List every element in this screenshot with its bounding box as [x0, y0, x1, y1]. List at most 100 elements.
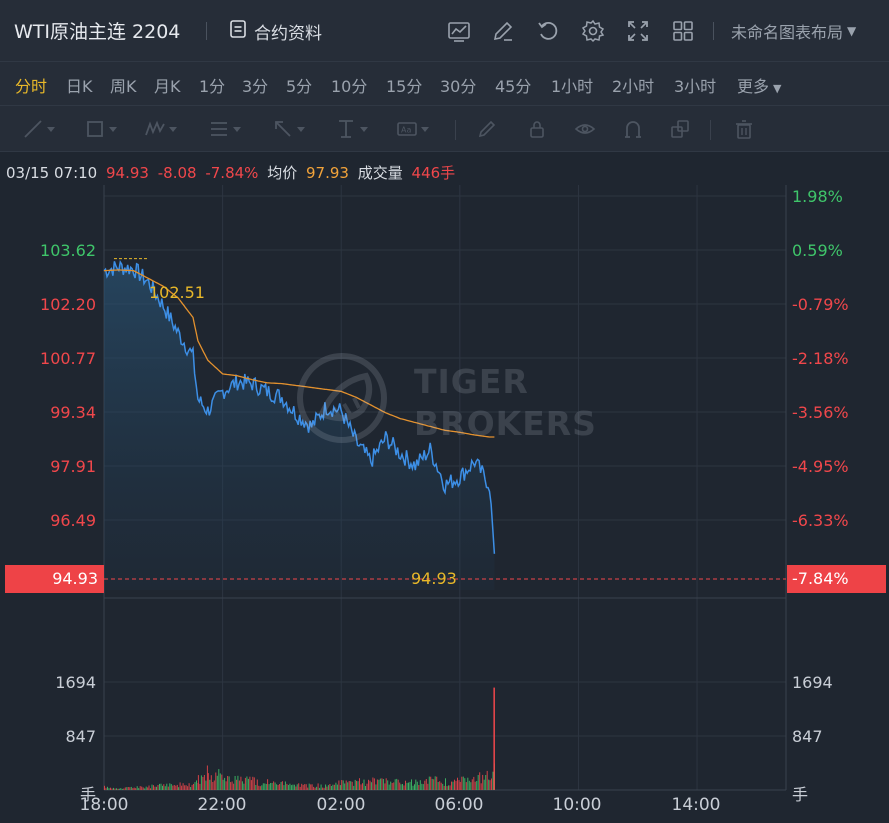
text-box-icon: Aa	[397, 122, 417, 136]
rectangle-tool[interactable]	[84, 117, 117, 141]
fib-tool[interactable]	[208, 117, 241, 141]
arrow-tool[interactable]	[272, 117, 305, 141]
volume-bar	[250, 780, 252, 790]
layout-dropdown[interactable]: 未命名图表布局 ▼	[731, 19, 856, 43]
caret-down-icon: ▼	[847, 24, 857, 38]
volume-bar	[476, 781, 478, 790]
grid-layout-icon[interactable]	[670, 18, 696, 44]
volume-bar	[249, 776, 251, 790]
contract-info-button[interactable]: 合约资料	[228, 19, 322, 44]
volume-bar	[108, 788, 110, 790]
pct-tick: 0.59%	[792, 241, 843, 260]
wave-icon	[145, 120, 165, 136]
avg-price-label: 均价	[267, 164, 298, 182]
period-tab-2h[interactable]: 2小时	[612, 77, 655, 96]
price-range-tool[interactable]	[335, 117, 368, 141]
volume-bar	[402, 784, 403, 790]
time-tick: 06:00	[434, 795, 484, 815]
period-tab-10m[interactable]: 10分	[331, 77, 368, 96]
price-tick: 100.77	[40, 349, 96, 368]
volume-bar	[430, 776, 432, 790]
volume-bar	[400, 784, 402, 790]
volume-bar	[258, 785, 260, 790]
reset-icon[interactable]	[535, 18, 561, 44]
wave-tool[interactable]	[144, 117, 177, 141]
volume-bar	[237, 775, 239, 790]
volume-bar	[464, 778, 466, 790]
contract-title: WTI原油主连 2204	[14, 21, 181, 43]
volume-tick: 847	[65, 727, 96, 746]
volume-bar	[409, 781, 411, 790]
volume-bar	[359, 778, 360, 790]
volume-bar	[330, 786, 332, 790]
volume-bar	[244, 777, 246, 790]
period-tab-5m[interactable]: 5分	[286, 77, 313, 96]
period-tab-45m[interactable]: 45分	[495, 77, 532, 96]
volume-bar	[391, 783, 393, 790]
volume-bar	[448, 785, 449, 790]
high-price-label: 102.51	[149, 283, 205, 302]
chart-canvas	[103, 185, 787, 791]
volume-bar	[336, 784, 338, 790]
eye-icon	[574, 124, 596, 134]
volume-bar	[298, 783, 300, 790]
volume-bar	[299, 786, 301, 790]
trend-line-tool[interactable]	[22, 117, 55, 141]
volume-bar	[467, 777, 469, 790]
clone-tool[interactable]	[669, 117, 691, 141]
volume-bar	[295, 786, 297, 790]
volume-bar	[162, 785, 163, 790]
period-tab-1h[interactable]: 1小时	[551, 77, 594, 96]
rectangle-icon	[87, 121, 103, 137]
period-tab-30m[interactable]: 30分	[440, 77, 477, 96]
brush-tool[interactable]	[476, 117, 498, 141]
fibonacci-icon	[211, 122, 227, 136]
intraday-chart[interactable]: TIGER BROKERS 103.62 102.20 100.77 99.34…	[0, 185, 889, 823]
period-tab-timeshare[interactable]: 分时	[15, 77, 48, 96]
volume-bar	[338, 780, 340, 790]
volume-bar	[279, 784, 281, 790]
volume-bar	[243, 783, 245, 790]
period-tab-more[interactable]: 更多 ▼	[737, 73, 781, 97]
watermark-line2: BROKERS	[414, 404, 597, 443]
magnet-icon	[625, 121, 641, 138]
period-tab-3h[interactable]: 3小时	[674, 77, 717, 96]
volume-bar	[190, 787, 192, 790]
lock-tool[interactable]	[526, 117, 548, 141]
indicator-icon[interactable]	[446, 18, 472, 44]
volume-bar	[293, 784, 295, 790]
volume-bar	[130, 786, 132, 790]
volume-bar	[227, 776, 229, 790]
volume-bar	[212, 782, 214, 790]
period-tab-month[interactable]: 月K	[154, 77, 181, 96]
volume-bar	[446, 786, 448, 790]
edit-icon[interactable]	[490, 18, 516, 44]
volume-bar	[203, 775, 205, 790]
period-tab-15m[interactable]: 15分	[386, 77, 423, 96]
period-tab-1m[interactable]: 1分	[199, 77, 226, 96]
volume-bar	[111, 788, 113, 790]
visibility-tool[interactable]	[574, 117, 596, 141]
volume-bar	[341, 780, 343, 790]
volume-bar	[333, 784, 335, 790]
volume-bar	[459, 781, 461, 790]
avg-price-line	[103, 269, 495, 438]
volume-bar	[378, 779, 380, 790]
period-tab-3m[interactable]: 3分	[242, 77, 269, 96]
fullscreen-icon[interactable]	[625, 18, 651, 44]
volume-bar	[431, 778, 433, 790]
period-tab-week[interactable]: 周K	[110, 77, 137, 96]
volume-bar	[163, 784, 165, 790]
volume-bar	[406, 782, 408, 790]
magnet-tool[interactable]	[622, 117, 644, 141]
volume-bar	[116, 788, 117, 790]
period-tab-day[interactable]: 日K	[66, 77, 93, 96]
volume-bar	[150, 788, 151, 790]
volume-bar	[477, 775, 479, 790]
volume-bar	[255, 785, 257, 790]
volume-bar	[486, 770, 488, 790]
delete-tool[interactable]	[733, 117, 755, 141]
text-tool[interactable]: Aa	[396, 117, 429, 141]
quote-line: 03/15 07:10 94.93 -8.08 -7.84% 均价 97.93 …	[6, 162, 459, 183]
gear-icon[interactable]	[580, 18, 606, 44]
